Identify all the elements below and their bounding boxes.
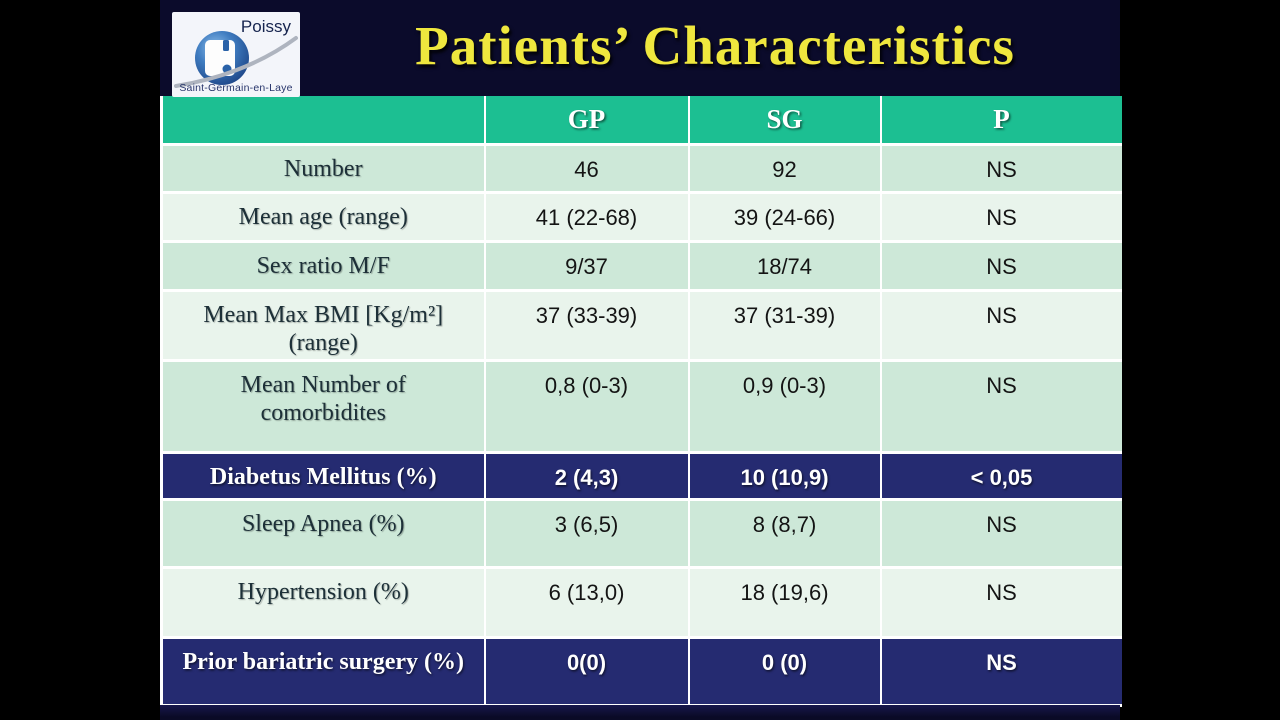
slide-title: Patients’ Characteristics (415, 15, 1015, 76)
row-label-cell: Hypertension (%) (161, 567, 486, 639)
sg-value-cell: 18 (19,6) (688, 567, 882, 639)
column-header-p: P (880, 96, 1122, 146)
sg-value-cell: 0 (0) (688, 637, 882, 707)
p-value-cell: NS (880, 499, 1122, 569)
row-label-cell: Mean Max BMI [Kg/m²] (range) (161, 290, 486, 362)
sg-value-cell: 8 (8,7) (688, 499, 882, 569)
hospital-logo: Poissy Saint-Germain-en-Laye (172, 12, 300, 97)
p-value-cell: NS (880, 567, 1122, 639)
column-header-sg: SG (688, 96, 882, 146)
table-row: Mean Number of comorbidites 0,8 (0-3) 0,9 … (161, 360, 1122, 454)
sg-value-cell: 10 (10,9) (688, 452, 882, 501)
sg-value-cell: 39 (24-66) (688, 192, 882, 243)
gp-value-cell: 6 (13,0) (484, 567, 690, 639)
table-row: Number 46 92 NS (161, 144, 1122, 194)
sg-value-cell: 18/74 (688, 241, 882, 292)
table-body: Number 46 92 NS Mean age (range) 41 (22-68) 39… (161, 144, 1122, 707)
row-label-cell: Prior bariatric surgery (%) (161, 637, 486, 707)
table-row: Diabetus Mellitus (%) 2 (4,3) 10 (10,9) < 0… (161, 452, 1122, 501)
presentation-slide: Poissy Saint-Germain-en-Laye Patients’ C… (160, 0, 1122, 720)
gp-value-cell: 0(0) (484, 637, 690, 707)
gp-value-cell: 2 (4,3) (484, 452, 690, 501)
logo-globe-icon (174, 31, 298, 88)
sg-value-cell: 0,9 (0-3) (688, 360, 882, 454)
p-value-cell: NS (880, 241, 1122, 292)
table-row: Sleep Apnea (%) 3 (6,5) 8 (8,7) NS (161, 499, 1122, 569)
logo-swoosh (174, 36, 298, 88)
row-label-cell: Sleep Apnea (%) (161, 499, 486, 569)
table-row: Mean age (range) 41 (22-68) 39 (24-66) NS (161, 192, 1122, 243)
table-row: Mean Max BMI [Kg/m²] (range) 37 (33-39) 37… (161, 290, 1122, 362)
characteristics-table: GP SG P Number 46 92 NS Mean age (range) 41 (22… (160, 96, 1122, 707)
logo-city-label: Poissy (240, 17, 291, 36)
gp-value-cell: 3 (6,5) (484, 499, 690, 569)
row-label-cell: Number (161, 144, 486, 194)
row-label-cell: Sex ratio M/F (161, 241, 486, 292)
p-value-cell: NS (880, 637, 1122, 707)
p-value-cell: NS (880, 192, 1122, 243)
column-header-blank (161, 96, 486, 146)
table-row: Prior bariatric surgery (%) 0(0) 0 (0) NS (161, 637, 1122, 707)
sg-value-cell: 92 (688, 144, 882, 194)
title-bar: Poissy Saint-Germain-en-Laye Patients’ C… (160, 0, 1120, 97)
footer-strip (160, 705, 1120, 720)
gp-value-cell: 46 (484, 144, 690, 194)
p-value-cell: NS (880, 144, 1122, 194)
logo-subtitle-label: Saint-Germain-en-Laye (179, 82, 293, 94)
row-label-cell: Mean age (range) (161, 192, 486, 243)
gp-value-cell: 37 (33-39) (484, 290, 690, 362)
gp-value-cell: 41 (22-68) (484, 192, 690, 243)
column-header-gp: GP (484, 96, 690, 146)
row-label-cell: Mean Number of comorbidites (161, 360, 486, 454)
sg-value-cell: 37 (31-39) (688, 290, 882, 362)
p-value-cell: NS (880, 360, 1122, 454)
gp-value-cell: 9/37 (484, 241, 690, 292)
table-row: Sex ratio M/F 9/37 18/74 NS (161, 241, 1122, 292)
row-label-cell: Diabetus Mellitus (%) (161, 452, 486, 501)
gp-value-cell: 0,8 (0-3) (484, 360, 690, 454)
table-row: Hypertension (%) 6 (13,0) 18 (19,6) NS (161, 567, 1122, 639)
header-row: GP SG P (161, 96, 1122, 146)
p-value-cell: < 0,05 (880, 452, 1122, 501)
p-value-cell: NS (880, 290, 1122, 362)
